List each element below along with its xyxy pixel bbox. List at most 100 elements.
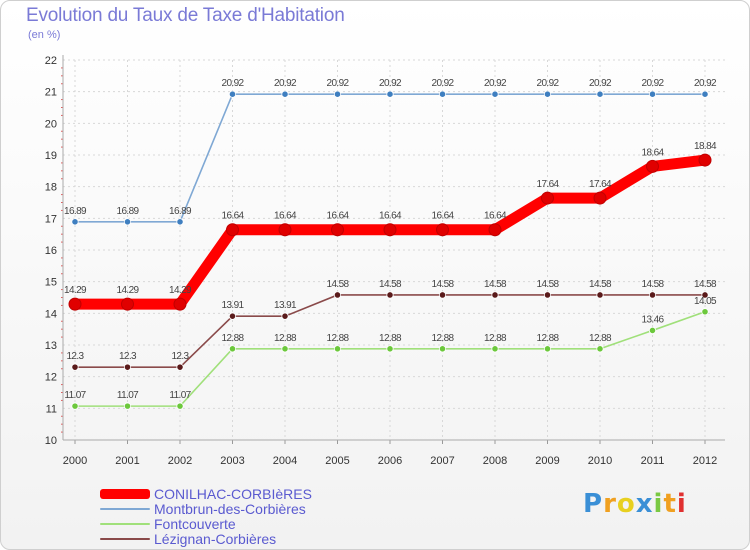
data-label: 16.64	[431, 211, 454, 222]
x-tick-label: 2012	[693, 455, 717, 467]
data-label: 16.64	[221, 211, 244, 222]
x-tick-label: 2011	[641, 455, 665, 467]
data-point	[596, 90, 604, 98]
data-point	[123, 402, 132, 410]
data-label: 20.92	[379, 78, 402, 89]
data-label: 14.29	[116, 285, 139, 296]
x-tick-label: 2007	[430, 455, 454, 467]
data-label: 20.92	[536, 78, 559, 89]
data-label: 12.88	[379, 333, 402, 344]
data-point	[121, 297, 134, 311]
chart-title: Evolution du Taux de Taxe d'Habitation	[26, 5, 345, 26]
legend-swatch	[100, 488, 150, 499]
data-label: 13.91	[221, 300, 244, 311]
data-point	[123, 363, 132, 371]
data-point	[383, 223, 397, 237]
data-point	[173, 297, 187, 311]
data-label: 12.88	[274, 333, 297, 344]
data-label: 20.92	[484, 78, 507, 89]
data-label: 14.58	[694, 279, 717, 290]
x-tick-label: 2005	[325, 455, 349, 467]
data-label: 18.64	[641, 147, 664, 158]
data-point	[386, 291, 394, 299]
data-label: 20.92	[694, 78, 717, 89]
chart-subtitle: (en %)	[28, 29, 61, 41]
data-label: 16.64	[379, 211, 402, 222]
x-tick-label: 2004	[273, 455, 297, 467]
data-point	[71, 402, 79, 410]
x-tick-label: 2009	[535, 455, 559, 467]
y-tick-label: 15	[45, 277, 57, 289]
data-label: 12.3	[171, 351, 189, 362]
grid-lines	[63, 59, 725, 441]
legend-label: CONILHAC-CORBIèRES	[154, 485, 312, 502]
data-label: 13.46	[641, 314, 664, 325]
data-point	[278, 223, 292, 237]
legend-item-lezignan: Lézignan-Corbières	[100, 531, 312, 546]
data-point	[438, 90, 447, 98]
x-tick-label: 2001	[115, 455, 139, 467]
data-label: 12.3	[119, 351, 137, 362]
logo-letter: r	[603, 489, 617, 519]
data-point	[438, 345, 447, 353]
logo-letter: x	[635, 489, 654, 519]
y-tick-label: 18	[45, 182, 57, 194]
data-point	[648, 326, 657, 335]
data-label: 14.58	[431, 279, 454, 290]
data-point	[488, 223, 502, 237]
data-label: 12.88	[484, 333, 507, 344]
data-point	[386, 345, 394, 353]
data-point	[491, 90, 499, 98]
data-point	[226, 223, 239, 237]
data-point	[281, 90, 289, 98]
data-point	[386, 90, 394, 98]
data-point	[228, 312, 237, 320]
x-tick-label: 2000	[63, 455, 87, 467]
data-label: 16.64	[326, 211, 349, 222]
data-point	[646, 159, 659, 173]
data-label: 14.58	[589, 279, 612, 290]
legend: CONILHAC-CORBIèRES Montbrun-des-Corbière…	[100, 486, 312, 546]
legend-item-fontcouverte: Fontcouverte	[100, 516, 312, 531]
y-tick-label: 22	[45, 55, 57, 67]
data-label: 16.89	[116, 206, 139, 217]
logo-letter: i	[653, 489, 664, 519]
data-label: 12.88	[221, 333, 244, 344]
data-label: 20.92	[641, 78, 664, 89]
data-label: 14.58	[484, 279, 507, 290]
data-point	[228, 90, 237, 98]
data-label: 16.89	[169, 206, 192, 217]
y-tick-label: 13	[45, 340, 57, 352]
data-point	[701, 291, 709, 299]
y-tick-labels: 10 11 12 13 14 15 16 17 18 19 20 21 22	[45, 55, 57, 447]
y-tick-label: 16	[45, 245, 57, 257]
logo-letter: o	[616, 489, 636, 519]
data-point	[333, 345, 342, 353]
data-label: 12.88	[589, 333, 612, 344]
data-point	[491, 291, 499, 299]
data-label: 16.64	[484, 211, 507, 222]
data-label: 17.64	[589, 179, 612, 190]
data-point	[648, 90, 657, 98]
data-label: 13.91	[274, 300, 297, 311]
data-point	[543, 345, 552, 353]
legend-label: Montbrun-des-Corbières	[154, 500, 306, 517]
data-point	[228, 345, 237, 353]
data-point	[596, 345, 604, 353]
y-tick-label: 17	[45, 213, 57, 225]
data-label: 14.58	[641, 279, 664, 290]
x-tick-label: 2010	[588, 455, 612, 467]
data-label: 12.88	[536, 333, 559, 344]
data-label: 17.64	[536, 179, 559, 190]
x-tick-label: 2002	[168, 455, 192, 467]
legend-swatch	[100, 537, 150, 540]
data-point	[176, 363, 184, 371]
y-tick-label: 12	[45, 372, 57, 384]
legend-label: Lézignan-Corbières	[154, 530, 277, 547]
data-label: 11.07	[117, 390, 139, 401]
data-point	[541, 191, 554, 205]
legend-item-montbrun: Montbrun-des-Corbières	[100, 501, 312, 516]
data-point	[701, 90, 709, 98]
data-label: 12.88	[326, 333, 349, 344]
